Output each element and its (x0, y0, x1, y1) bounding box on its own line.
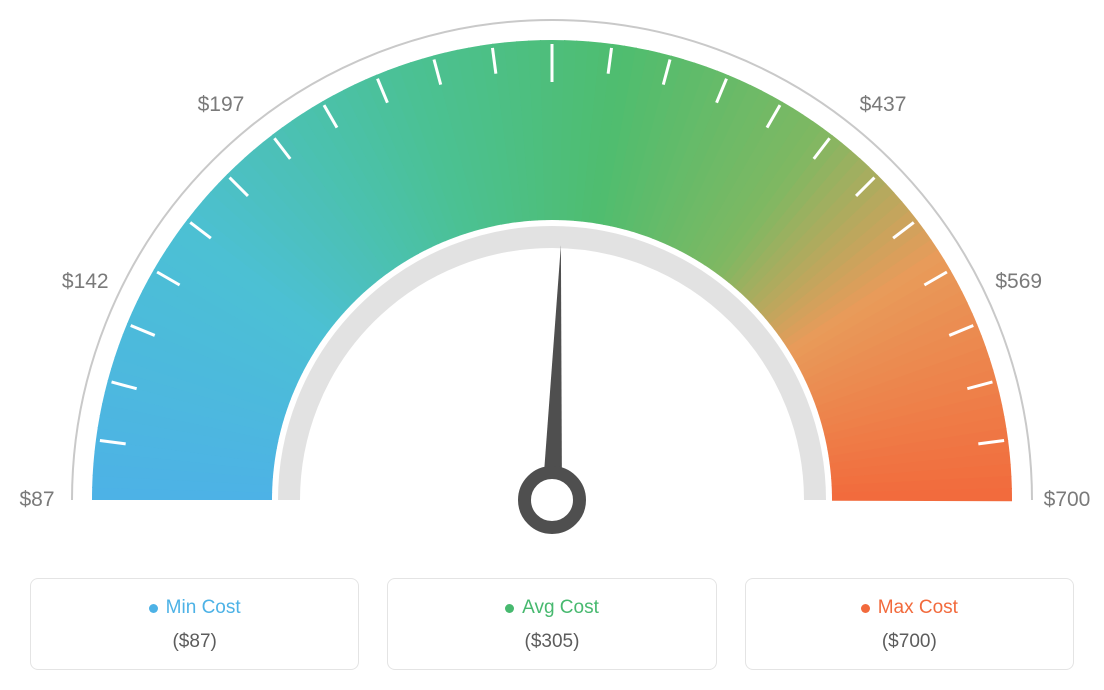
gauge-tick-label: $700 (1044, 488, 1091, 512)
gauge-tick-label: $87 (19, 488, 54, 512)
legend-card-title: Max Cost (756, 597, 1063, 619)
gauge-tick-label: $142 (62, 270, 109, 294)
legend-card-title: Min Cost (41, 597, 348, 619)
legend-card-value: ($700) (756, 631, 1063, 653)
legend-card: Max Cost ($700) (745, 578, 1074, 670)
gauge-tick-label: $569 (995, 270, 1042, 294)
gauge-chart-container: $87$142$197$305$437$569$700 Min Cost($87… (0, 0, 1104, 690)
legend-dot-icon (149, 604, 158, 613)
legend-card: Min Cost ($87) (30, 578, 359, 670)
legend-dot-icon (505, 604, 514, 613)
legend-card-value: ($87) (41, 631, 348, 653)
legend-card-value: ($305) (398, 631, 705, 653)
legend-dot-icon (861, 604, 870, 613)
legend-row: Min Cost ($87) Avg Cost ($305) Max Cost ($700… (30, 578, 1074, 670)
gauge-area: $87$142$197$305$437$569$700 (0, 0, 1104, 560)
legend-title-text: Avg Cost (522, 597, 599, 619)
gauge-tick-label: $437 (860, 93, 907, 117)
legend-title-text: Min Cost (166, 597, 241, 619)
legend-title-text: Max Cost (878, 597, 958, 619)
gauge-svg (0, 0, 1104, 560)
legend-card-title: Avg Cost (398, 597, 705, 619)
legend-card: Avg Cost ($305) (387, 578, 716, 670)
gauge-needle-hub (525, 473, 580, 528)
gauge-needle (542, 245, 562, 500)
gauge-tick-label: $197 (198, 93, 245, 117)
